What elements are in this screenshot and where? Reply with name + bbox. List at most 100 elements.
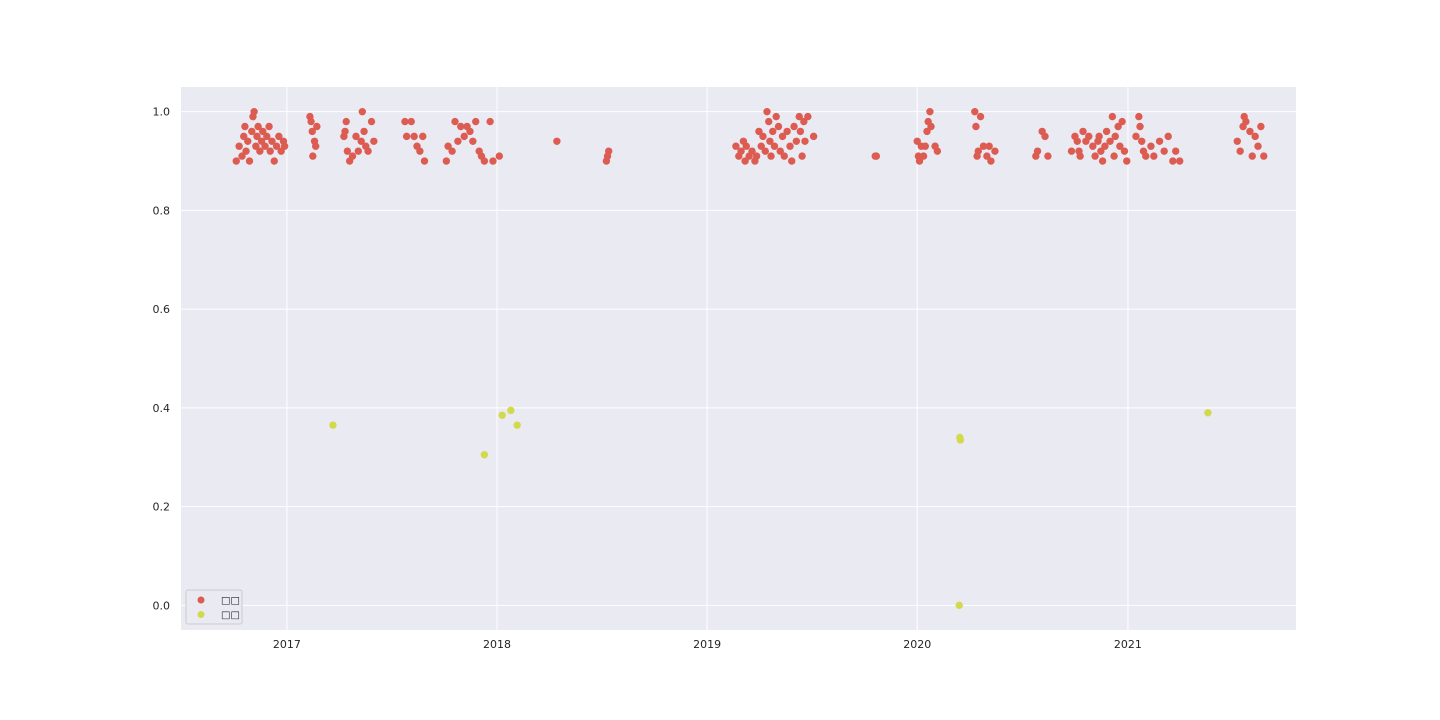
data-point (1073, 137, 1081, 145)
x-tick-label: 2020 (903, 638, 931, 651)
data-point (367, 117, 376, 126)
data-point (1135, 112, 1143, 121)
data-point (364, 147, 372, 155)
data-point (1108, 112, 1117, 121)
data-point (442, 157, 451, 165)
data-point (1114, 122, 1122, 131)
data-point (921, 142, 929, 150)
data-point (454, 137, 462, 145)
x-tick-label: 2021 (1114, 638, 1142, 651)
data-point (265, 122, 273, 131)
data-point (460, 132, 468, 141)
data-point (752, 152, 761, 160)
data-point (976, 112, 985, 121)
data-point (1101, 142, 1109, 150)
data-point (1097, 147, 1105, 155)
data-point (767, 152, 775, 160)
data-point (507, 406, 515, 415)
data-point (238, 152, 246, 160)
data-point (342, 117, 350, 126)
data-point (956, 436, 965, 444)
data-point (1041, 132, 1049, 141)
grid-lines (181, 87, 1296, 630)
data-point (1132, 132, 1140, 141)
y-tick-label: 0.0 (153, 599, 171, 612)
data-point (235, 142, 243, 150)
data-point (759, 132, 767, 141)
data-point (770, 142, 779, 150)
data-point (451, 117, 459, 126)
data-point (971, 107, 979, 116)
data-point (872, 152, 881, 160)
data-point (1236, 147, 1244, 155)
data-point (329, 421, 337, 429)
y-tick-label: 0.6 (153, 303, 171, 316)
data-point (357, 137, 365, 145)
data-point (761, 147, 769, 155)
data-point (1106, 137, 1114, 145)
data-point (480, 451, 489, 459)
data-point (1089, 142, 1097, 150)
data-point (1079, 127, 1087, 136)
data-point (311, 142, 320, 150)
data-point (604, 147, 613, 155)
x-tick-label: 2019 (693, 638, 721, 651)
data-point (244, 137, 252, 145)
data-point (741, 157, 749, 165)
data-point (420, 157, 429, 165)
data-point (1155, 137, 1164, 145)
data-point (253, 132, 261, 141)
data-point (933, 147, 942, 155)
data-points (232, 107, 1268, 610)
data-point (256, 147, 264, 155)
tick-labels: 0.0 0.2 0.4 0.6 0.8 1.0 2017 2018 2019 2020 2021 (153, 106, 1142, 651)
data-point (1164, 132, 1172, 141)
data-point (259, 127, 267, 136)
series-1 (329, 406, 1212, 610)
data-point (927, 122, 935, 131)
data-point (1242, 117, 1250, 126)
legend-marker-0 (197, 596, 205, 604)
series-0 (232, 107, 1268, 165)
data-point (275, 132, 283, 141)
data-point (1098, 157, 1107, 165)
data-point (352, 132, 360, 141)
data-point (469, 137, 477, 145)
data-point (1076, 152, 1084, 160)
data-point (755, 127, 763, 136)
data-point (809, 132, 818, 141)
data-point (266, 147, 274, 155)
data-point (448, 147, 456, 155)
data-point (795, 112, 803, 121)
data-point (1095, 132, 1103, 141)
data-point (486, 117, 494, 126)
data-point (1085, 132, 1093, 141)
data-point (268, 137, 276, 145)
data-point (742, 142, 750, 150)
data-point (1246, 127, 1254, 136)
data-point (1147, 142, 1155, 150)
data-point (915, 157, 924, 165)
data-point (358, 107, 367, 116)
data-point (979, 142, 988, 150)
data-point (792, 137, 801, 145)
data-point (766, 137, 774, 145)
data-point (252, 142, 260, 150)
data-point (407, 117, 415, 126)
data-point (1142, 152, 1150, 160)
data-point (923, 127, 931, 136)
data-point (240, 132, 248, 141)
data-point (790, 122, 798, 131)
data-point (1150, 152, 1158, 160)
data-point (913, 137, 921, 145)
legend-marker-1 (197, 611, 205, 618)
data-point (926, 107, 934, 116)
data-point (307, 117, 315, 126)
data-point (776, 147, 784, 155)
data-point (800, 117, 808, 126)
data-point (801, 137, 809, 145)
data-point (748, 147, 756, 155)
data-point (272, 142, 281, 150)
data-point (1067, 147, 1076, 155)
